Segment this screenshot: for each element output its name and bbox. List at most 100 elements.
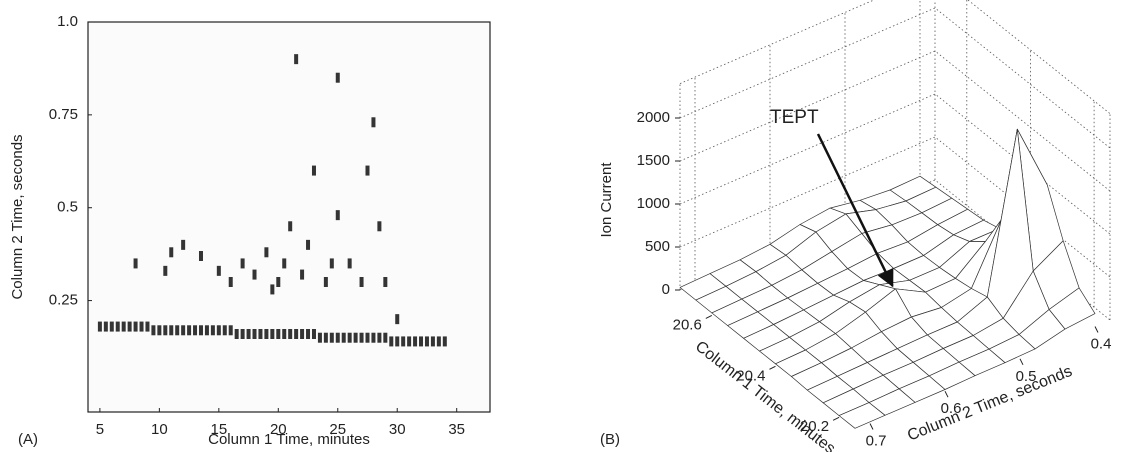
peak: [264, 329, 269, 339]
panel-label: (B): [600, 431, 620, 448]
peak: [377, 332, 382, 343]
peak: [133, 258, 138, 269]
peak: [329, 258, 334, 269]
x-tick-label: 30: [389, 421, 406, 438]
x-tick-label: 20.4: [736, 367, 765, 384]
peak: [311, 165, 316, 176]
x-tick-label: 25: [329, 421, 346, 438]
peak: [169, 325, 174, 336]
peak: [276, 277, 281, 287]
x-tick: [832, 416, 840, 421]
z-tick-label: 0: [662, 281, 670, 298]
surface-cell: [838, 402, 886, 429]
peak: [198, 325, 203, 336]
peak: [395, 336, 400, 347]
peak: [288, 329, 293, 339]
peak: [234, 329, 239, 339]
x-tick-label: 35: [448, 421, 465, 438]
peak: [442, 336, 447, 347]
peak: [169, 247, 174, 258]
peak: [151, 325, 156, 336]
peak: [430, 336, 435, 347]
peak: [359, 277, 364, 287]
plot-area: [87, 21, 491, 413]
peak: [383, 332, 388, 343]
x-tick: [769, 365, 776, 370]
peak: [282, 258, 287, 269]
peak: [365, 165, 370, 176]
peak: [424, 336, 429, 347]
peak: [240, 329, 245, 339]
peak: [294, 329, 299, 339]
x-tick-label: 15: [210, 421, 227, 438]
peak: [335, 332, 340, 343]
x-tick: [705, 315, 713, 319]
peak: [317, 332, 322, 343]
y-tick-label: 0.75: [49, 106, 78, 123]
peak: [306, 329, 311, 339]
peak: [187, 325, 192, 336]
y-tick-label: 0.5: [1016, 368, 1037, 385]
peak: [371, 332, 376, 343]
z-tick-label: 500: [645, 238, 670, 255]
annotation-arrow: [816, 133, 894, 288]
y-tick-label: 0.25: [49, 292, 78, 309]
peak: [115, 321, 120, 332]
x-tick-label: 5: [96, 421, 104, 438]
peak: [175, 325, 180, 336]
peak: [145, 321, 150, 332]
y-tick: [869, 423, 874, 430]
peak: [97, 321, 102, 332]
peak: [210, 325, 215, 336]
x-tick-label: 20: [270, 421, 287, 438]
peak: [300, 269, 305, 280]
x-tick-label: 20.2: [800, 418, 829, 435]
y-tick: [1019, 358, 1024, 366]
peak: [109, 321, 114, 332]
z-tick-label: 1000: [637, 195, 670, 212]
peak: [216, 265, 221, 276]
peak: [121, 321, 126, 332]
peak: [103, 321, 108, 332]
peak: [246, 329, 251, 339]
peak: [395, 314, 400, 325]
grid-line: [679, 50, 1111, 192]
peak: [139, 321, 144, 332]
peak: [347, 332, 352, 343]
peak: [413, 336, 418, 347]
peak: [377, 221, 382, 232]
peak: [252, 269, 257, 280]
panel-a: (A) Column 1 Time, minutes Column 2 Time…: [9, 13, 491, 448]
peak: [407, 336, 412, 347]
peak: [311, 329, 316, 339]
peak: [133, 321, 138, 332]
x-tick-label: 10: [151, 421, 168, 438]
peak: [228, 325, 233, 336]
panel-b: (B) Ion Current Column 1 Time, minutes C…: [598, 0, 1111, 452]
peak: [347, 258, 352, 269]
y-tick-label: 0.6: [941, 400, 962, 417]
peak: [222, 325, 227, 336]
peak: [323, 332, 328, 343]
y-tick-label: 0.5: [57, 199, 78, 216]
y-tick: [944, 390, 949, 398]
peak: [419, 336, 424, 347]
x-axis-title: Column 1 Time, minutes: [208, 431, 370, 448]
y-tick-label: 0.7: [866, 432, 887, 449]
z-tick-label: 2000: [637, 109, 670, 126]
peak: [383, 277, 388, 287]
y-axis-title: Column 2 Time, seconds: [9, 134, 26, 299]
peak: [436, 336, 441, 347]
peak: [163, 325, 168, 336]
peak: [163, 265, 168, 276]
peak: [228, 277, 233, 287]
peak: [371, 117, 376, 128]
peak: [282, 329, 287, 339]
z-axis-title: Ion Current: [598, 162, 615, 238]
annotation-label: TEPT: [770, 107, 819, 128]
peak: [258, 329, 263, 339]
peak: [288, 221, 293, 232]
peak: [335, 72, 340, 83]
